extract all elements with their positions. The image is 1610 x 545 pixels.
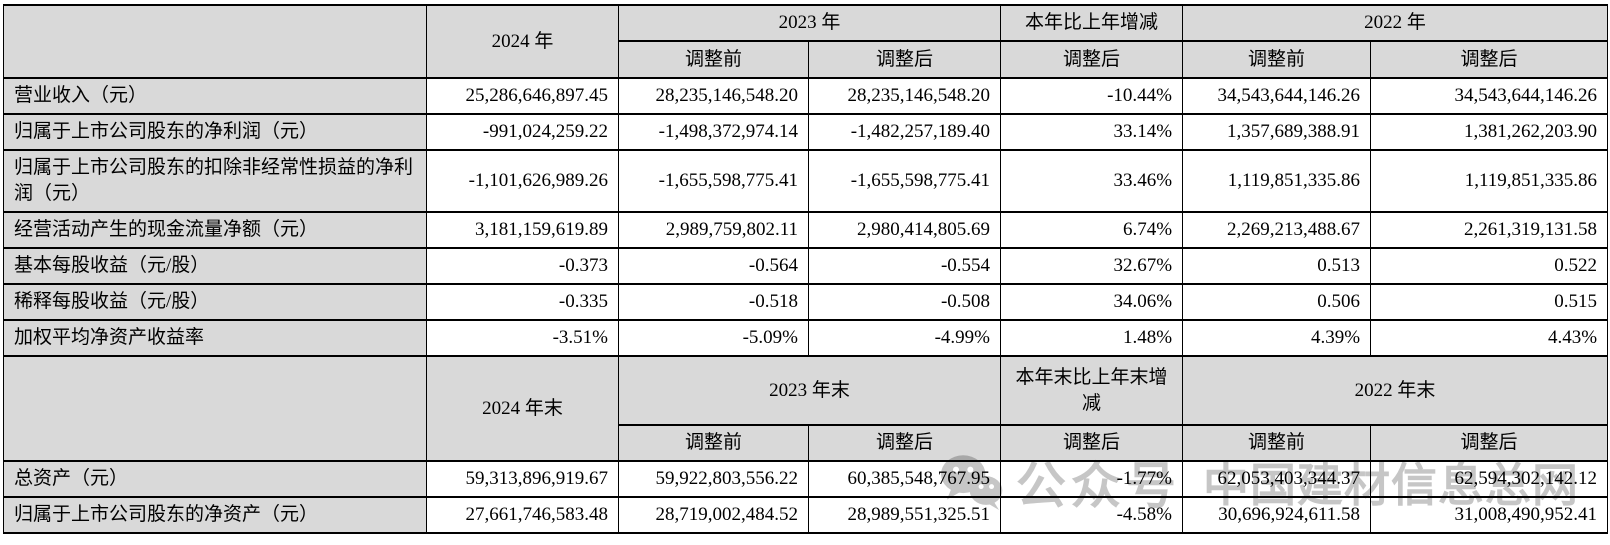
header-2023-end: 2023 年末 — [617, 355, 1002, 426]
table-row: 归属于上市公司股东的净资产（元） 27,661,746,583.48 28,71… — [3, 496, 1609, 534]
subheader-2022-end-pre: 调整前 — [1182, 424, 1372, 462]
cell-2024: 25,286,646,897.45 — [426, 77, 619, 115]
cell-change: 34.06% — [1000, 283, 1184, 321]
cell-2022-post: 1,381,262,203.90 — [1370, 113, 1609, 151]
cell-2022-post: 1,119,851,335.86 — [1370, 149, 1609, 213]
header-yoy-end-change: 本年末比上年末增减 — [1000, 355, 1184, 426]
cell-change: 1.48% — [1000, 319, 1184, 357]
cell-change: 6.74% — [1000, 211, 1184, 249]
header-2022-end: 2022 年末 — [1182, 355, 1609, 426]
cell-2022-pre: 1,357,689,388.91 — [1182, 113, 1372, 151]
cell-2022-post: 0.522 — [1370, 247, 1609, 285]
header-2024: 2024 年 — [426, 4, 619, 79]
table-row: 营业收入（元） 25,286,646,897.45 28,235,146,548… — [3, 77, 1609, 115]
table-row: 归属于上市公司股东的净利润（元） -991,024,259.22 -1,498,… — [3, 113, 1609, 151]
cell-2023-post: -1,655,598,775.41 — [807, 149, 1002, 213]
table-row: 稀释每股收益（元/股） -0.335 -0.518 -0.508 34.06% … — [3, 283, 1609, 321]
cell-2023-pre: 59,922,803,556.22 — [618, 460, 809, 498]
cell-2024: -1,101,626,989.26 — [426, 149, 619, 213]
row-label: 营业收入（元） — [3, 77, 427, 115]
subheader-2022-end-post: 调整后 — [1370, 424, 1609, 462]
cell-2023-pre: -1,655,598,775.41 — [618, 149, 809, 213]
row-label: 基本每股收益（元/股） — [3, 247, 427, 285]
row-label: 总资产（元） — [3, 460, 427, 498]
key-financials-table: 2024 年 2023 年 本年比上年增减 2022 年 调整前 调整后 调整后… — [3, 4, 1609, 534]
cell-2022-pre: 1,119,851,335.86 — [1182, 149, 1372, 213]
cell-2022-pre: 0.513 — [1182, 247, 1372, 285]
cell-2022-post: 31,008,490,952.41 — [1370, 496, 1609, 534]
row-label: 加权平均净资产收益率 — [3, 319, 427, 357]
table-row: 基本每股收益（元/股） -0.373 -0.564 -0.554 32.67% … — [3, 247, 1609, 285]
cell-2022-pre: 2,269,213,488.67 — [1182, 211, 1372, 249]
cell-2023-post: 60,385,548,767.95 — [807, 460, 1002, 498]
cell-2023-post: -0.508 — [807, 283, 1002, 321]
cell-2022-pre: 34,543,644,146.26 — [1182, 77, 1372, 115]
row-label: 稀释每股收益（元/股） — [3, 283, 427, 321]
subheader-2023-end-pre: 调整前 — [618, 424, 809, 462]
corner-cell-2 — [3, 355, 427, 462]
cell-2022-post: 34,543,644,146.26 — [1370, 77, 1609, 115]
cell-2023-pre: -0.564 — [618, 247, 809, 285]
cell-2022-pre: 62,053,403,344.37 — [1182, 460, 1372, 498]
subheader-2022-post: 调整后 — [1370, 40, 1609, 79]
cell-2022-post: 0.515 — [1370, 283, 1609, 321]
cell-2024: 59,313,896,919.67 — [426, 460, 619, 498]
cell-2023-post: -4.99% — [807, 319, 1002, 357]
header-2023: 2023 年 — [617, 4, 1002, 42]
subheader-2023-end-post: 调整后 — [807, 424, 1002, 462]
cell-2023-post: -1,482,257,189.40 — [807, 113, 1002, 151]
cell-2023-post: 28,235,146,548.20 — [807, 77, 1002, 115]
table-row: 经营活动产生的现金流量净额（元） 3,181,159,619.89 2,989,… — [3, 211, 1609, 249]
cell-2022-pre: 4.39% — [1182, 319, 1372, 357]
cell-2023-pre: -0.518 — [618, 283, 809, 321]
cell-2023-post: -0.554 — [807, 247, 1002, 285]
cell-change: 33.14% — [1000, 113, 1184, 151]
subheader-end-change-post: 调整后 — [1000, 424, 1184, 462]
cell-2023-pre: -1,498,372,974.14 — [618, 113, 809, 151]
cell-change: 32.67% — [1000, 247, 1184, 285]
cell-2024: -0.373 — [426, 247, 619, 285]
cell-2024: -991,024,259.22 — [426, 113, 619, 151]
row-label: 归属于上市公司股东的净资产（元） — [3, 496, 427, 534]
cell-2023-post: 28,989,551,325.51 — [807, 496, 1002, 534]
cell-change: -1.77% — [1000, 460, 1184, 498]
cell-2022-post: 2,261,319,131.58 — [1370, 211, 1609, 249]
cell-2022-post: 4.43% — [1370, 319, 1609, 357]
cell-2024: 27,661,746,583.48 — [426, 496, 619, 534]
subheader-change-post: 调整后 — [1000, 40, 1184, 79]
subheader-2023-pre: 调整前 — [618, 40, 809, 79]
table-row: 加权平均净资产收益率 -3.51% -5.09% -4.99% 1.48% 4.… — [3, 319, 1609, 357]
cell-2023-pre: -5.09% — [618, 319, 809, 357]
cell-change: -10.44% — [1000, 77, 1184, 115]
cell-2022-post: 62,594,302,142.12 — [1370, 460, 1609, 498]
cell-2023-pre: 2,989,759,802.11 — [618, 211, 809, 249]
row-label: 归属于上市公司股东的净利润（元） — [3, 113, 427, 151]
header-2022: 2022 年 — [1182, 4, 1609, 42]
cell-2024: 3,181,159,619.89 — [426, 211, 619, 249]
cell-change: 33.46% — [1000, 149, 1184, 213]
cell-2023-pre: 28,235,146,548.20 — [618, 77, 809, 115]
cell-change: -4.58% — [1000, 496, 1184, 534]
cell-2024: -3.51% — [426, 319, 619, 357]
subheader-2023-post: 调整后 — [807, 40, 1002, 79]
cell-2022-pre: 0.506 — [1182, 283, 1372, 321]
row-label: 归属于上市公司股东的扣除非经常性损益的净利润（元） — [3, 149, 427, 213]
header-2024-end: 2024 年末 — [426, 355, 619, 462]
financial-summary-table: 2024 年 2023 年 本年比上年增减 2022 年 调整前 调整后 调整后… — [3, 4, 1609, 534]
cell-2022-pre: 30,696,924,611.58 — [1182, 496, 1372, 534]
table-row: 归属于上市公司股东的扣除非经常性损益的净利润（元） -1,101,626,989… — [3, 149, 1609, 213]
corner-cell — [3, 4, 427, 79]
cell-2023-pre: 28,719,002,484.52 — [618, 496, 809, 534]
header-yoy-change: 本年比上年增减 — [1000, 4, 1184, 42]
table-row: 总资产（元） 59,313,896,919.67 59,922,803,556.… — [3, 460, 1609, 498]
cell-2024: -0.335 — [426, 283, 619, 321]
subheader-2022-pre: 调整前 — [1182, 40, 1372, 79]
cell-2023-post: 2,980,414,805.69 — [807, 211, 1002, 249]
row-label: 经营活动产生的现金流量净额（元） — [3, 211, 427, 249]
